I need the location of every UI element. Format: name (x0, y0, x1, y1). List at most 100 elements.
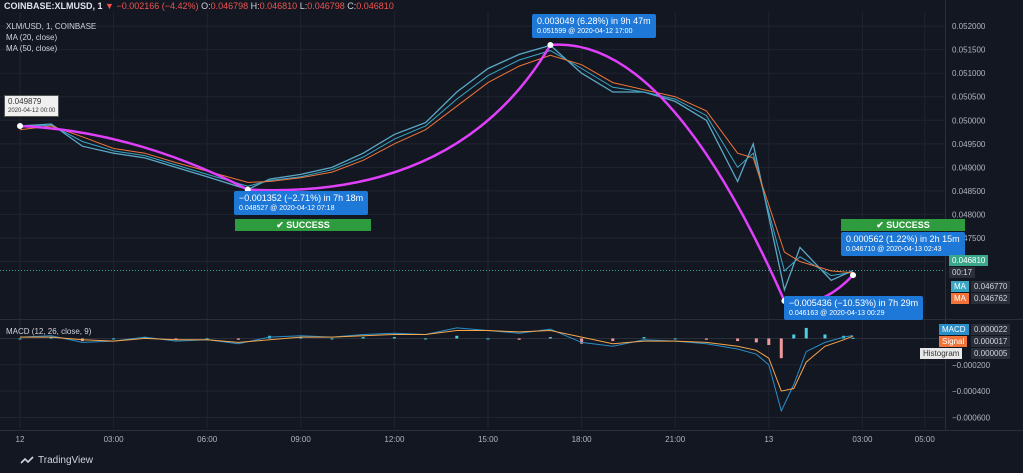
histogram-bar (642, 337, 646, 339)
histogram-bar (580, 338, 584, 344)
macd-tag-value: 0.000022 (971, 324, 1011, 335)
low1-line1: −0.001352 (−2.71%) in 7h 18m (239, 193, 364, 203)
histogram-bar (767, 338, 771, 346)
y-tick-label: 0.052000 (952, 22, 986, 31)
ma20-line (19, 50, 854, 277)
countdown-tag: 00:17 (949, 267, 976, 278)
y-tick-label: 0.050000 (952, 116, 986, 125)
histogram-bar (673, 338, 677, 340)
last-result: SUCCESS (886, 220, 930, 230)
last-price-tag: 0.046810 (949, 255, 989, 266)
histogram-bar (704, 338, 708, 340)
high-label: H: (250, 1, 260, 11)
macd-tick-label: −0.000200 (952, 361, 991, 370)
histogram-bar (455, 335, 459, 339)
trend-point (547, 42, 554, 49)
last-line1: 0.000562 (1.22%) in 2h 15m (846, 234, 960, 244)
histogram-bar (112, 338, 116, 340)
x-tick-label: 03:00 (104, 435, 125, 444)
histogram-bar (823, 334, 827, 339)
x-tick-label: 15:00 (478, 435, 499, 444)
histogram-bar (205, 338, 209, 340)
symbol-header: COINBASE:XLMUSD, 1 ▼ −0.002166 (−4.42%) … (4, 1, 394, 11)
histogram-bar (236, 338, 240, 340)
x-tick-label: 05:00 (915, 435, 936, 444)
legend-ma50[interactable]: MA (50, close) (6, 44, 58, 53)
macd-tick-label: −0.000400 (952, 387, 991, 396)
histogram-bar (486, 338, 490, 340)
histogram-bar (143, 337, 147, 339)
low2-annotation: −0.005436 (−10.53%) in 7h 29m 0.046163 @… (784, 296, 924, 320)
y-tick-label: 0.048000 (952, 210, 986, 219)
ma50-tag-value: 0.046762 (971, 293, 1011, 304)
y-tick-label: 0.050500 (952, 93, 986, 102)
x-tick-label: 21:00 (665, 435, 686, 444)
change-value: −0.002166 (−4.42%) (116, 1, 199, 11)
histogram-bar (754, 338, 758, 343)
high-value: 0.046810 (259, 1, 298, 11)
histogram-bar (517, 338, 521, 340)
y-tick-label: 0.047500 (952, 234, 986, 243)
histogram-bar (779, 338, 783, 359)
histogram-bar (299, 337, 303, 339)
ma20-tag-value: 0.046770 (971, 281, 1011, 292)
trend-point (17, 122, 23, 129)
y-tick-label: 0.051500 (952, 46, 986, 55)
macd-line (19, 327, 854, 413)
histogram-bar (361, 337, 365, 339)
x-tick-label: 12 (16, 435, 25, 444)
last-success-badge: ✔ SUCCESS (841, 219, 965, 231)
hist-tag-label: Histogram (920, 348, 963, 359)
low1-annotation: −0.001352 (−2.71%) in 7h 18m 0.048527 @ … (234, 191, 369, 215)
start-time: 2020-04-12 00:00 (8, 108, 56, 114)
signal-tag-value: 0.000017 (971, 336, 1011, 347)
histogram-bar (804, 327, 808, 339)
macd-title[interactable]: MACD (12, 26, close, 9) (6, 327, 92, 336)
high-annotation: 0.003049 (6.28%) in 9h 47m 0.051599 @ 20… (532, 14, 656, 38)
y-tick-label: 0.049000 (952, 163, 986, 172)
trend-point (850, 272, 857, 279)
high-line1: 0.003049 (6.28%) in 9h 47m (537, 16, 651, 26)
y-tick-label: 0.048500 (952, 187, 986, 196)
last-line2: 0.046710 @ 2020-04-13 02:43 (846, 246, 942, 253)
low1-result: SUCCESS (286, 220, 330, 230)
x-tick-label: 12:00 (384, 435, 405, 444)
symbol-name: COINBASE:XLMUSD, 1 (4, 1, 103, 11)
signal-tag-label: Signal (939, 336, 968, 347)
low1-line2: 0.048527 @ 2020-04-12 07:18 (239, 205, 335, 212)
high-line2: 0.051599 @ 2020-04-12 17:00 (537, 28, 633, 35)
x-tick-label: 03:00 (852, 435, 873, 444)
hist-tag-value: 0.000005 (971, 348, 1011, 359)
branding-text: TradingView (38, 455, 94, 466)
y-tick-label: 0.051000 (952, 69, 986, 78)
open-label: O: (201, 1, 211, 11)
low1-success-badge: ✔ SUCCESS (235, 219, 371, 231)
close-value: 0.046810 (356, 1, 394, 11)
x-tick-label: 09:00 (291, 435, 312, 444)
signal-line (20, 329, 854, 392)
tradingview-icon (20, 455, 34, 464)
close-label: C: (347, 1, 357, 11)
price-line (19, 44, 854, 293)
ma50-tag-label: MA (951, 293, 969, 304)
histogram-bar (851, 337, 855, 339)
legend-ma20[interactable]: MA (20, close) (6, 33, 58, 42)
histogram-bar (174, 338, 178, 340)
histogram-bar (736, 338, 740, 342)
legend-series[interactable]: XLM/USD, 1, COINBASE (6, 22, 97, 31)
histogram-bar (49, 337, 53, 339)
histogram-bar (548, 337, 552, 339)
histogram-bar (330, 338, 334, 340)
macd-tick-label: −0.000600 (952, 413, 991, 422)
low2-line1: −0.005436 (−10.53%) in 7h 29m (789, 298, 919, 308)
x-tick-label: 18:00 (572, 435, 593, 444)
start-value: 0.049879 (8, 97, 42, 106)
x-tick-label: 06:00 (197, 435, 218, 444)
histogram-bar (611, 338, 615, 342)
tradingview-logo[interactable]: TradingView (20, 455, 93, 466)
histogram-bar (424, 338, 428, 340)
open-value: 0.046798 (210, 1, 249, 11)
trend-curve (19, 43, 854, 305)
histogram-bar (392, 337, 396, 339)
